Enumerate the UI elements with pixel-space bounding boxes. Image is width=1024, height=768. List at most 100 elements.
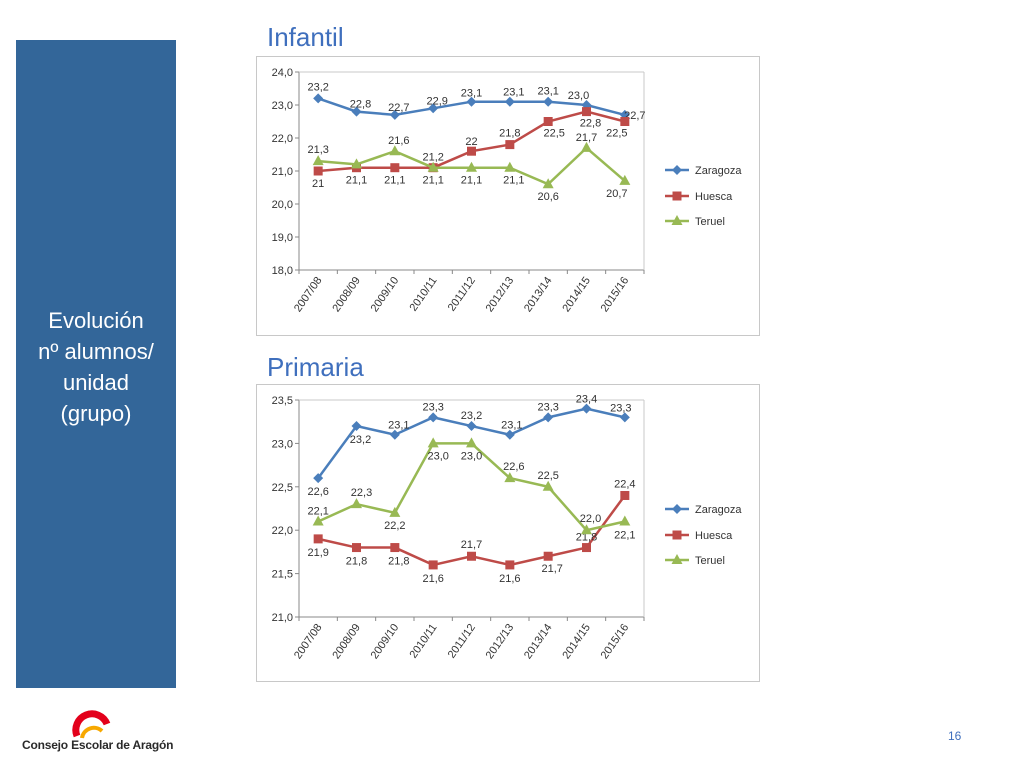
y-tick-label: 22,5 [272, 482, 293, 494]
x-tick-label: 2010/11 [407, 275, 439, 314]
data-label: 23,3 [610, 402, 631, 414]
data-label: 22,8 [580, 118, 601, 130]
y-tick-label: 23,0 [272, 438, 293, 450]
data-label: 22,5 [537, 470, 558, 482]
data-label: 22,5 [606, 128, 627, 140]
sidebar-title-line: nº alumnos/ [38, 339, 154, 364]
legend-entry: Huesca [695, 191, 733, 203]
data-label: 22,0 [580, 513, 601, 525]
data-label: 23,2 [461, 410, 482, 422]
data-label: 22,6 [503, 461, 524, 473]
x-tick-label: 2008/09 [330, 622, 363, 661]
data-point-zaragoza [313, 473, 324, 484]
data-label: 22,7 [624, 110, 645, 122]
data-point-teruel [427, 161, 439, 172]
legend-entry: Teruel [695, 216, 725, 228]
data-label: 21,7 [541, 563, 562, 575]
data-point-huesca [620, 117, 630, 126]
y-tick-label: 23,0 [272, 100, 293, 112]
data-label: 22,9 [426, 95, 447, 107]
legend-marker [671, 215, 683, 225]
data-point-teruel [351, 498, 362, 509]
data-label: 21,8 [499, 128, 520, 140]
data-label: 21,8 [388, 556, 409, 568]
legend-marker [672, 530, 682, 540]
data-point-zaragoza [543, 412, 554, 423]
data-label: 21,7 [576, 132, 597, 144]
data-point-huesca [390, 163, 400, 173]
data-label: 22,2 [384, 520, 405, 532]
data-point-teruel [504, 161, 516, 172]
data-label: 22 [465, 136, 477, 148]
data-point-teruel [466, 437, 477, 448]
data-label: 21,8 [576, 532, 597, 544]
data-label: 21,6 [422, 573, 443, 585]
x-tick-label: 2010/11 [407, 622, 439, 661]
data-point-teruel [619, 174, 631, 185]
x-tick-label: 2011/12 [446, 622, 478, 661]
data-label: 23,1 [503, 87, 524, 99]
data-point-teruel [619, 515, 631, 526]
primaria-chart: 21,0 21,5 22,0 22,5 23,0 23,5 2007/08 2008/09 20… [256, 384, 760, 682]
data-label: 23,2 [350, 434, 371, 446]
sidebar-title-line: unidad [62, 370, 130, 395]
data-point-huesca [620, 490, 630, 500]
data-point-teruel [351, 158, 362, 169]
data-point-zaragoza [619, 412, 630, 423]
data-point-teruel [427, 437, 439, 448]
data-label: 21,1 [461, 175, 482, 187]
x-tick-label: 2015/16 [599, 622, 632, 661]
data-point-huesca [390, 543, 400, 553]
data-point-huesca [467, 146, 476, 156]
data-label: 21,9 [307, 547, 328, 559]
x-tick-label: 2015/16 [599, 275, 632, 314]
data-point-zaragoza [351, 106, 362, 117]
y-tick-label: 23,5 [272, 395, 293, 407]
data-point-zaragoza [543, 96, 554, 107]
y-tick-label: 20,0 [272, 199, 293, 211]
data-label: 21,8 [346, 556, 367, 568]
data-label: 22,7 [388, 102, 409, 114]
data-label: 23,4 [576, 394, 597, 406]
infantil-chart-title: Infantil [267, 22, 344, 52]
legend-entry: Huesca [695, 530, 733, 542]
x-tick-label: 2013/14 [522, 275, 555, 314]
data-label: 21,6 [388, 135, 409, 147]
data-point-zaragoza [428, 103, 439, 114]
sidebar-panel [16, 40, 176, 688]
legend-entry: Teruel [695, 555, 725, 567]
legend-entry: Zaragoza [695, 504, 742, 516]
data-point-huesca [467, 551, 476, 561]
data-label: 23,0 [461, 450, 482, 462]
data-point-huesca [582, 543, 591, 553]
x-tick-label: 2009/10 [369, 622, 402, 661]
data-point-teruel [504, 472, 516, 483]
data-point-zaragoza [389, 109, 400, 120]
data-label: 21,1 [346, 175, 367, 187]
arc-logo-icon [72, 710, 111, 739]
y-tick-label: 19,0 [272, 232, 293, 244]
y-tick-label: 21,0 [272, 612, 293, 624]
data-point-huesca [582, 107, 591, 117]
infantil-chart: 18,0 19,0 20,0 21,0 22,0 23,0 24,0 2007/08 2008/… [256, 56, 760, 336]
data-label: 23,3 [422, 401, 443, 413]
sidebar-title-line: Evolución [48, 308, 144, 333]
y-tick-label: 21,0 [272, 166, 293, 178]
data-label: 23,1 [461, 88, 482, 100]
x-tick-label: 2008/09 [330, 275, 363, 314]
data-label: 21,3 [307, 144, 328, 156]
data-point-huesca [352, 543, 361, 553]
y-tick-label: 22,0 [272, 525, 293, 537]
data-point-huesca [313, 534, 323, 544]
sidebar-title: Evolución nº alumnos/ unidad (grupo) [16, 305, 176, 429]
data-label: 23,1 [501, 420, 522, 432]
data-point-teruel [542, 480, 554, 491]
data-label: 22,8 [350, 99, 371, 111]
y-tick-label: 22,0 [272, 133, 293, 145]
x-tick-label: 2014/15 [560, 275, 593, 314]
data-point-teruel [542, 178, 554, 189]
organization-name: Consejo Escolar de Aragón [22, 738, 174, 752]
x-tick-label: 2012/13 [484, 622, 517, 661]
data-label: 22,6 [307, 486, 328, 498]
